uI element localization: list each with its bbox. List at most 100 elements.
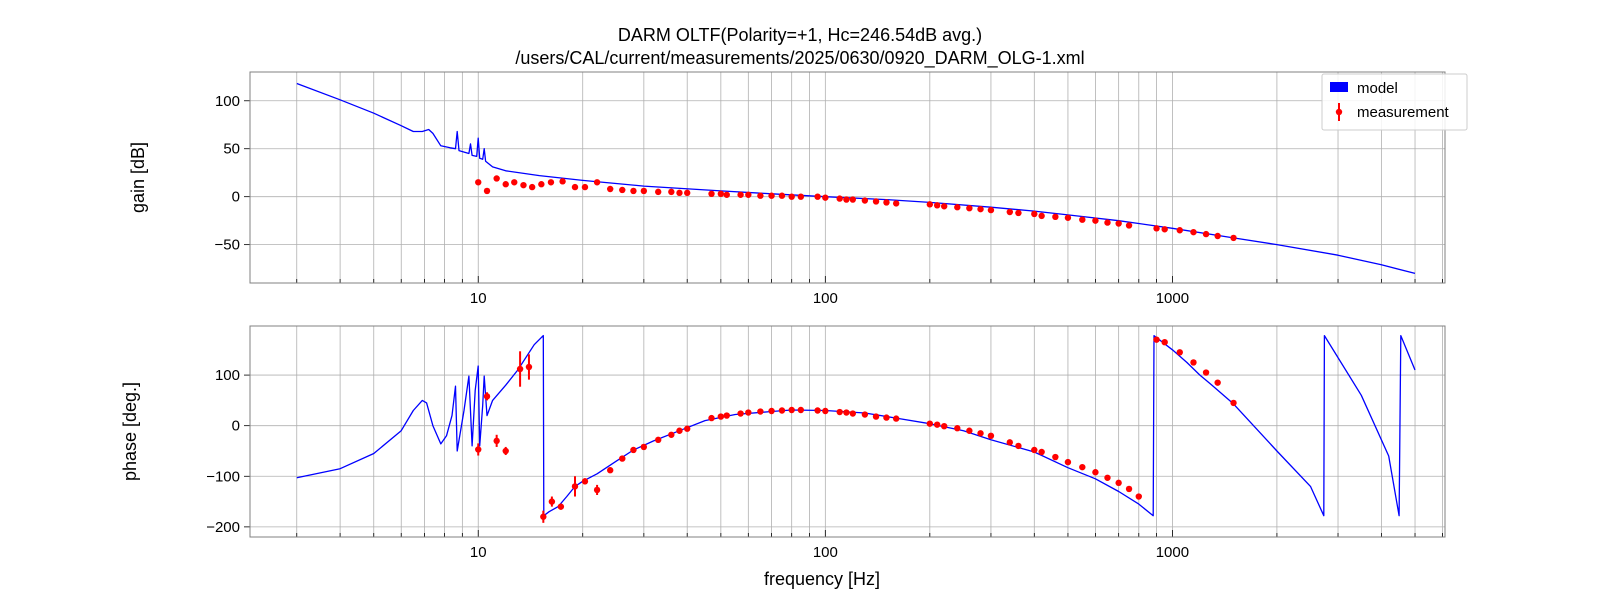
gain-model-curve — [296, 82, 1416, 275]
measurement-point — [872, 413, 880, 420]
measurement-point — [1161, 226, 1168, 233]
y-tick-label: −100 — [206, 468, 240, 485]
x-tick-label: 10 — [470, 290, 487, 307]
phase-model-curve — [296, 334, 1416, 517]
chart-title: DARM OLTF(Polarity=+1, Hc=246.54dB avg.) — [618, 25, 982, 45]
measurement-point — [607, 185, 614, 193]
measurement-point — [1104, 474, 1111, 481]
measurement-point — [814, 407, 821, 414]
measurement-point — [768, 407, 775, 415]
measurement-point — [1214, 379, 1221, 386]
measurement-point — [655, 436, 662, 444]
gain-axis-label: gain [dB] — [128, 142, 148, 213]
measurement-point — [977, 205, 984, 213]
measurement-point — [757, 192, 764, 199]
measurement-point — [778, 407, 786, 414]
gain-measurement-points — [475, 175, 1237, 242]
measurement-point — [655, 188, 662, 196]
measurement-point — [788, 406, 795, 414]
measurement-point — [1190, 228, 1197, 236]
measurement-point — [745, 409, 752, 416]
measurement-point — [966, 204, 973, 212]
measurement-point — [475, 446, 482, 453]
measurement-point — [593, 179, 601, 186]
x-tick-label: 1000 — [1156, 290, 1189, 307]
legend-measurement-label: measurement — [1357, 104, 1450, 121]
measurement-point — [1006, 439, 1014, 446]
measurement-point — [1135, 493, 1142, 500]
gain-ticks: 100 50 0 −50 10 100 1000 — [215, 93, 1443, 307]
measurement-point — [630, 187, 637, 195]
y-tick-label: 50 — [223, 141, 240, 158]
measurement-point — [1176, 349, 1183, 356]
measurement-point — [940, 422, 948, 430]
measurement-point — [557, 503, 565, 510]
measurement-point — [520, 181, 527, 189]
measurement-point — [987, 432, 995, 440]
measurement-point — [717, 413, 725, 420]
measurement-point — [861, 411, 869, 418]
measurement-point — [737, 191, 744, 198]
measurement-point — [1230, 234, 1237, 242]
measurement-point — [1190, 359, 1197, 366]
measurement-point — [1104, 219, 1111, 226]
measurement-point — [630, 446, 637, 454]
measurement-point — [814, 193, 821, 200]
measurement-point — [1038, 212, 1045, 220]
measurement-point — [548, 498, 556, 505]
measurement-point — [883, 414, 890, 421]
measurement-point — [708, 414, 715, 422]
measurement-point — [1092, 469, 1099, 476]
measurement-point — [1115, 479, 1122, 487]
x-tick-label: 10 — [470, 544, 487, 561]
measurement-point — [1214, 232, 1221, 240]
measurement-point — [954, 204, 961, 211]
measurement-point — [797, 193, 805, 200]
measurement-point — [475, 179, 482, 186]
measurement-point — [1125, 485, 1133, 493]
legend-box — [1321, 73, 1468, 131]
measurement-point — [1031, 210, 1038, 218]
measurement-point — [525, 363, 533, 371]
measurement-point — [1230, 399, 1237, 407]
measurement-point — [1115, 220, 1122, 227]
phase-plot-frame — [249, 325, 1446, 538]
measurement-point — [511, 179, 518, 186]
measurement-point — [708, 190, 715, 198]
measurement-point — [1079, 463, 1086, 471]
measurement-point — [502, 181, 509, 188]
measurement-point — [1202, 369, 1210, 376]
measurement-point — [788, 193, 795, 200]
measurement-point — [872, 198, 880, 205]
measurement-point — [768, 192, 775, 199]
measurement-point — [483, 393, 491, 400]
measurement-point — [581, 183, 589, 191]
phase-gridlines — [250, 326, 1445, 537]
gain-plot-frame — [249, 71, 1446, 284]
measurement-point — [1092, 217, 1099, 224]
measurement-point — [1031, 446, 1038, 454]
legend-model-label: model — [1357, 80, 1398, 97]
legend: model measurement — [1321, 73, 1468, 131]
measurement-point — [502, 447, 509, 455]
measurement-point — [836, 195, 843, 202]
measurement-point — [1015, 209, 1022, 217]
measurement-point — [883, 199, 890, 206]
measurement-point — [1038, 448, 1045, 456]
measurement-point — [836, 408, 843, 416]
measurement-point — [737, 410, 744, 417]
measurement-point — [593, 486, 601, 494]
measurement-point — [723, 191, 730, 198]
measurement-point — [849, 196, 857, 203]
gain-panel: 100 50 0 −50 10 100 1000 gain [dB] — [128, 71, 1446, 307]
measurement-point — [571, 483, 579, 490]
measurement-point — [493, 437, 500, 445]
measurement-point — [933, 202, 941, 209]
measurement-point — [547, 179, 555, 186]
gain-model-line — [296, 82, 1416, 275]
measurement-point — [571, 183, 579, 191]
measurement-point — [559, 178, 566, 185]
measurement-point — [1079, 216, 1086, 223]
measurement-point — [757, 408, 764, 415]
